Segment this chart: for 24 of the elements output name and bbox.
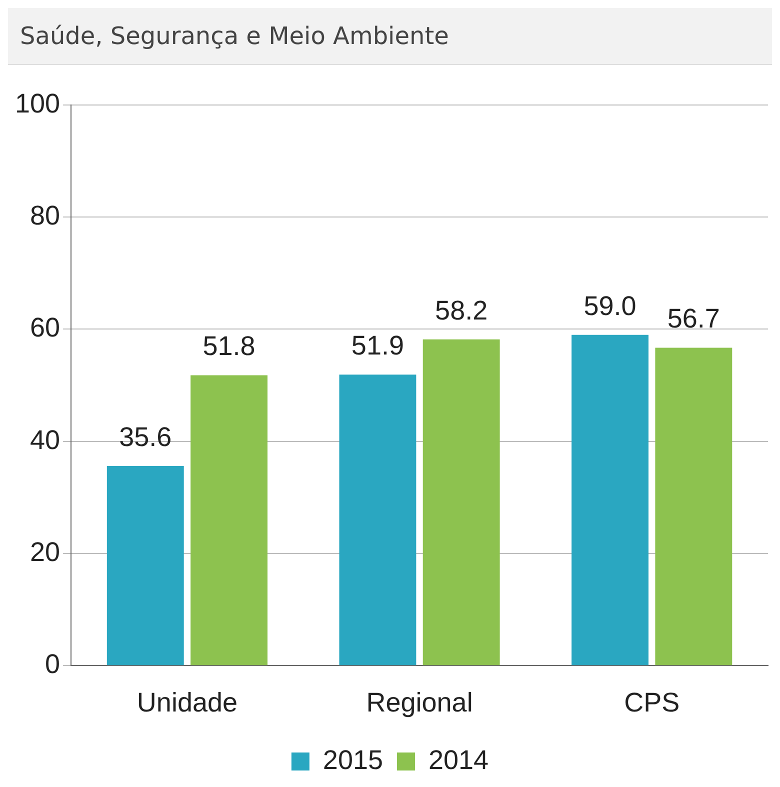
chart-title: Saúde, Segurança e Meio Ambiente xyxy=(8,8,772,65)
x-tick-label: Unidade xyxy=(136,687,238,718)
bar xyxy=(572,334,648,666)
y-tick-label: 100 xyxy=(14,88,60,118)
y-tick-label: 20 xyxy=(30,536,60,567)
data-label: 51.9 xyxy=(351,330,404,361)
bar xyxy=(655,348,732,666)
x-tick-label: Regional xyxy=(366,687,473,718)
data-label: 56.7 xyxy=(667,304,720,334)
data-label: 35.6 xyxy=(119,422,172,452)
legend-label: 2015 xyxy=(322,744,384,775)
data-label: 59.0 xyxy=(584,290,636,321)
data-label: 51.8 xyxy=(202,331,256,362)
bar xyxy=(339,374,416,666)
y-tick-label: 80 xyxy=(30,200,60,231)
x-tick-label: CPS xyxy=(624,687,680,718)
y-tick-label: 60 xyxy=(30,312,60,343)
bar xyxy=(190,375,268,666)
bar xyxy=(106,466,184,666)
y-tick-label: 0 xyxy=(45,649,60,680)
data-label: 58.2 xyxy=(435,295,488,326)
bar xyxy=(422,339,500,666)
legend-label: 2014 xyxy=(428,744,489,775)
y-tick-label: 40 xyxy=(30,424,60,455)
